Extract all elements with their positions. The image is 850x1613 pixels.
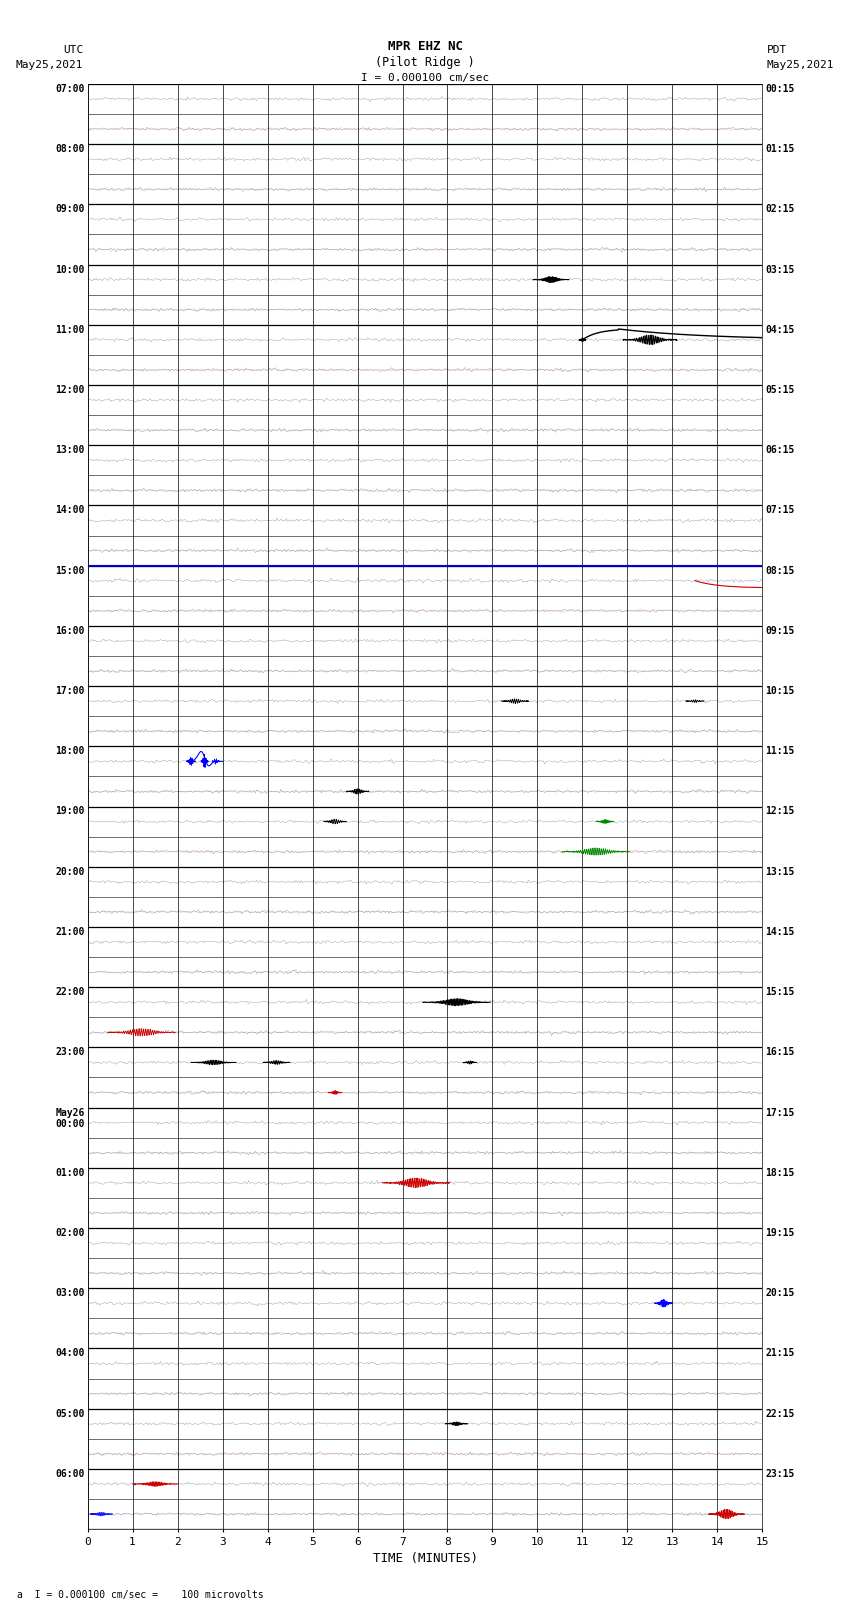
Text: 03:00: 03:00 [55,1289,85,1298]
Text: 13:15: 13:15 [765,866,795,877]
Text: 15:00: 15:00 [55,566,85,576]
Text: MPR EHZ NC: MPR EHZ NC [388,40,462,53]
Text: I = 0.000100 cm/sec: I = 0.000100 cm/sec [361,73,489,82]
Text: 05:15: 05:15 [765,386,795,395]
Text: 08:00: 08:00 [55,144,85,155]
Text: 14:15: 14:15 [765,927,795,937]
Text: 04:15: 04:15 [765,324,795,336]
Text: 23:15: 23:15 [765,1469,795,1479]
Text: 10:00: 10:00 [55,265,85,274]
Text: May26
00:00: May26 00:00 [55,1108,85,1129]
Text: 16:15: 16:15 [765,1047,795,1058]
Text: 17:15: 17:15 [765,1108,795,1118]
Text: 22:15: 22:15 [765,1408,795,1419]
Text: 11:15: 11:15 [765,747,795,756]
Text: 18:15: 18:15 [765,1168,795,1177]
Text: 20:00: 20:00 [55,866,85,877]
Text: 06:15: 06:15 [765,445,795,455]
Text: 02:00: 02:00 [55,1227,85,1239]
Text: 12:00: 12:00 [55,386,85,395]
Text: 20:15: 20:15 [765,1289,795,1298]
Text: 04:00: 04:00 [55,1348,85,1358]
Text: 05:00: 05:00 [55,1408,85,1419]
Text: 07:00: 07:00 [55,84,85,94]
Text: 16:00: 16:00 [55,626,85,636]
Text: PDT: PDT [767,45,787,55]
Text: 08:15: 08:15 [765,566,795,576]
Text: 02:15: 02:15 [765,205,795,215]
Text: 13:00: 13:00 [55,445,85,455]
Text: 10:15: 10:15 [765,686,795,697]
Text: 21:15: 21:15 [765,1348,795,1358]
Text: 00:15: 00:15 [765,84,795,94]
Text: 07:15: 07:15 [765,505,795,516]
Text: 19:15: 19:15 [765,1227,795,1239]
Text: UTC: UTC [63,45,83,55]
Text: 21:00: 21:00 [55,927,85,937]
Text: May25,2021: May25,2021 [767,60,834,69]
Text: 03:15: 03:15 [765,265,795,274]
Text: 01:15: 01:15 [765,144,795,155]
Text: May25,2021: May25,2021 [16,60,83,69]
Text: 09:15: 09:15 [765,626,795,636]
Text: 19:00: 19:00 [55,806,85,816]
Text: 23:00: 23:00 [55,1047,85,1058]
X-axis label: TIME (MINUTES): TIME (MINUTES) [372,1552,478,1565]
Text: 01:00: 01:00 [55,1168,85,1177]
Text: 09:00: 09:00 [55,205,85,215]
Text: 18:00: 18:00 [55,747,85,756]
Text: 14:00: 14:00 [55,505,85,516]
Text: 22:00: 22:00 [55,987,85,997]
Text: 12:15: 12:15 [765,806,795,816]
Text: 06:00: 06:00 [55,1469,85,1479]
Text: a  I = 0.000100 cm/sec =    100 microvolts: a I = 0.000100 cm/sec = 100 microvolts [17,1590,264,1600]
Text: 11:00: 11:00 [55,324,85,336]
Text: 15:15: 15:15 [765,987,795,997]
Text: 17:00: 17:00 [55,686,85,697]
Text: (Pilot Ridge ): (Pilot Ridge ) [375,56,475,69]
